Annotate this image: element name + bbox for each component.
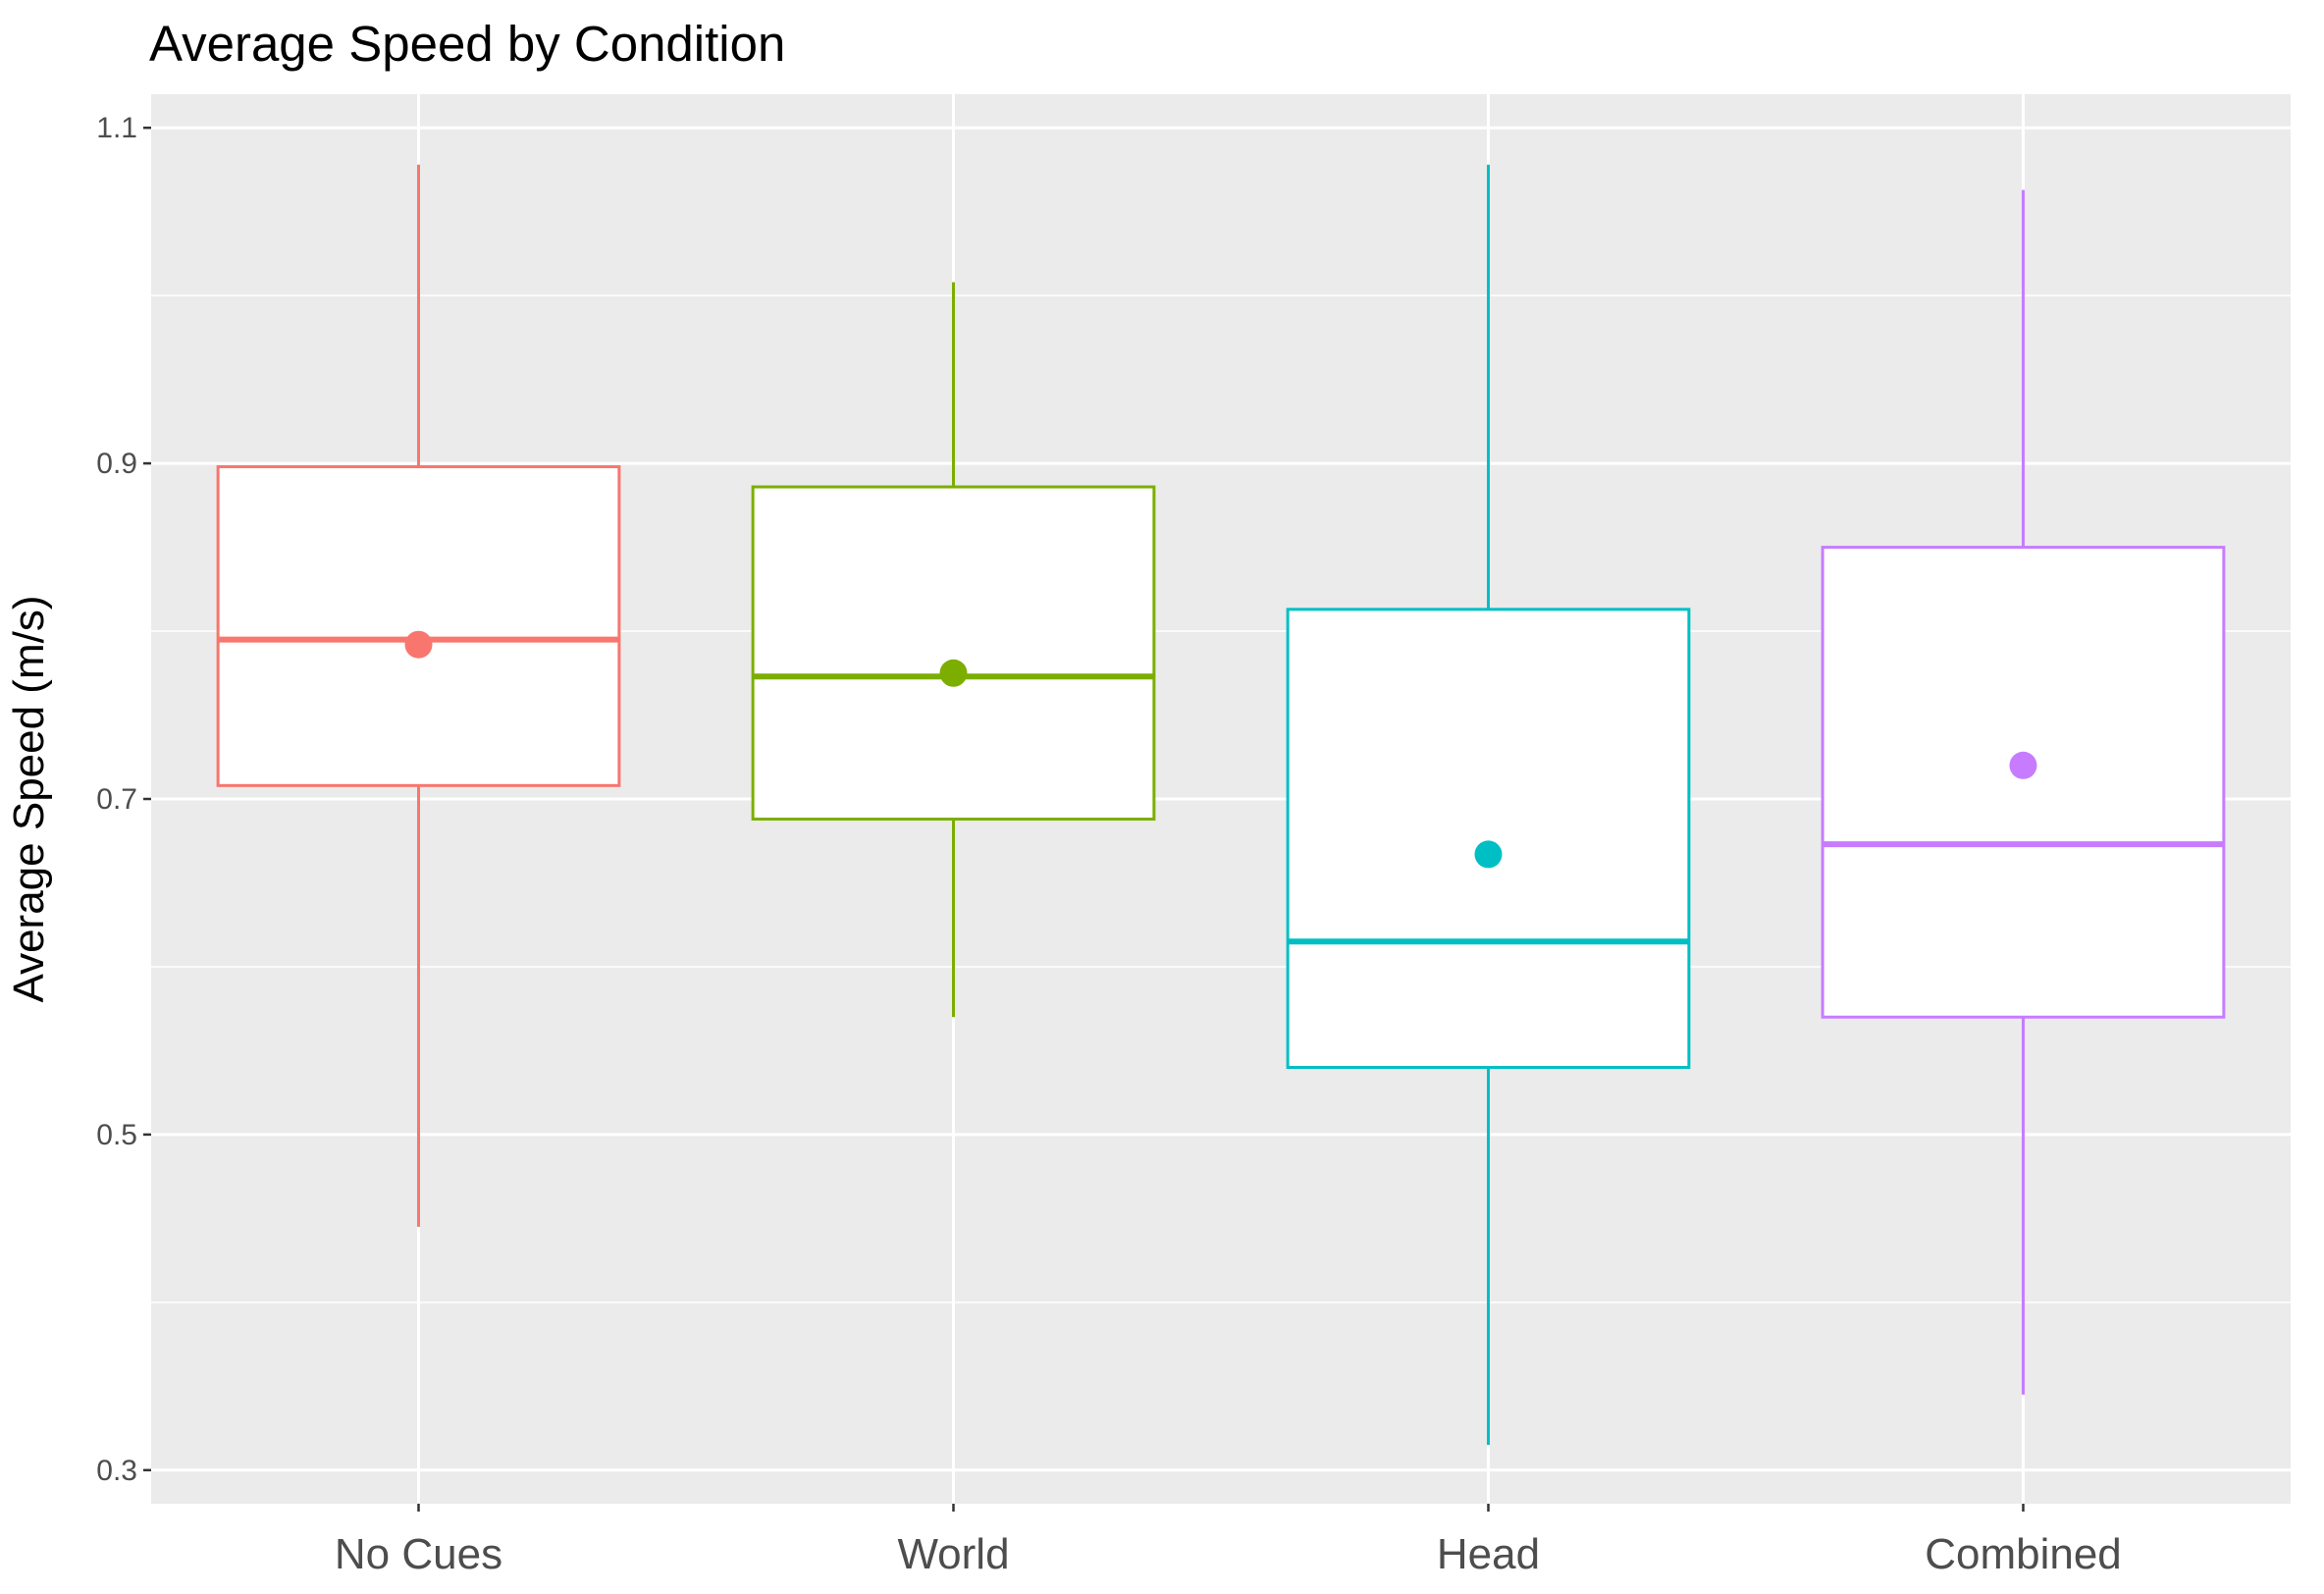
x-axis: No Cues World Head Combined — [335, 1504, 2122, 1578]
mean-point — [1474, 840, 1503, 869]
box-group — [1821, 189, 2226, 1395]
y-tick-label: 0.7 — [96, 783, 137, 816]
mean-point — [2009, 751, 2037, 779]
chart-title: Average Speed by Condition — [149, 16, 785, 72]
box-group — [751, 282, 1156, 1018]
y-tick-label: 0.3 — [96, 1455, 137, 1487]
box — [751, 485, 1156, 822]
x-tick-label: World — [897, 1530, 1009, 1578]
box — [1286, 608, 1691, 1070]
y-tick-label: 0.9 — [96, 448, 137, 480]
x-tick-label: No Cues — [335, 1530, 502, 1578]
y-axis: 0.3 0.5 0.7 0.9 1.1 — [96, 112, 151, 1487]
y-axis-label: Average Speed (m/s) — [5, 596, 53, 1003]
y-tick-label: 1.1 — [96, 112, 137, 144]
box-group — [1286, 164, 1691, 1446]
boxes — [216, 164, 2226, 1446]
x-tick-label: Combined — [1925, 1530, 2122, 1578]
x-tick-label: Head — [1437, 1530, 1540, 1578]
y-tick-label: 0.5 — [96, 1119, 137, 1151]
box — [1821, 546, 2226, 1019]
mean-point — [404, 630, 433, 659]
box-group — [216, 164, 621, 1227]
mean-point — [939, 659, 968, 687]
box — [216, 465, 621, 787]
